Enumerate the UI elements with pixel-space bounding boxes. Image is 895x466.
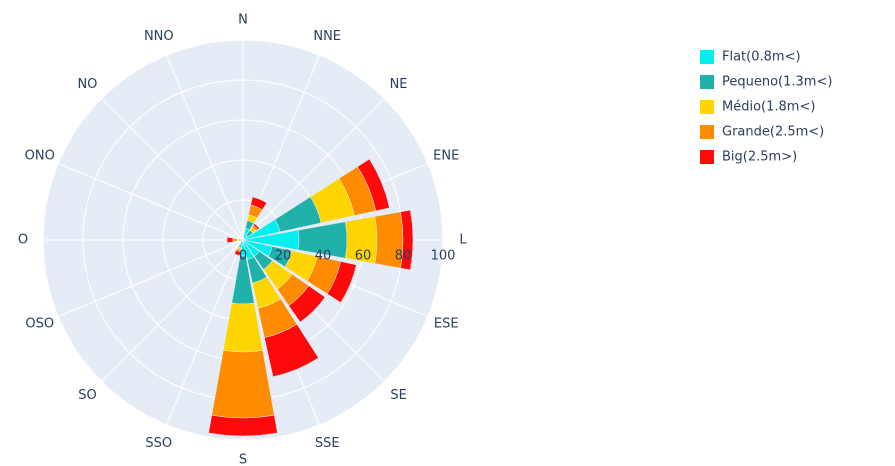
bar-segment <box>232 237 238 243</box>
legend-label[interactable]: Grande(2.5m<) <box>722 125 824 140</box>
angular-tick-label: NNE <box>313 29 341 44</box>
angular-tick-label: SO <box>78 388 96 403</box>
bar-segment <box>234 249 241 256</box>
angular-tick-label: ENE <box>433 148 459 163</box>
bar-segment <box>252 223 260 231</box>
bar-segment <box>240 239 244 241</box>
labels: N NNE NE ENE L ESE SE SSE S SSO SO OSO O ONO NO NNO 0 20 4… <box>18 13 467 466</box>
radial-tick-label: 60 <box>355 249 372 264</box>
radial-tick-label: 80 <box>395 249 412 264</box>
legend-swatch[interactable] <box>700 150 714 164</box>
radial-tick-label: 0 <box>239 249 247 264</box>
angular-grid-line <box>242 98 385 241</box>
angular-tick-label: NE <box>390 77 408 92</box>
angular-tick-label: ONO <box>25 148 55 163</box>
angular-tick-label: SSO <box>145 436 172 451</box>
angular-tick-label: S <box>239 453 247 466</box>
bars <box>208 158 414 437</box>
legend-swatch[interactable] <box>700 75 714 89</box>
legend-label[interactable]: Flat(0.8m<) <box>722 50 801 65</box>
bar-segment <box>400 209 414 271</box>
legend-label[interactable]: Médio(1.8m<) <box>722 100 815 115</box>
angular-tick-label: O <box>18 233 28 248</box>
angular-grid-line <box>58 163 244 241</box>
legend-label[interactable]: Big(2.5m>) <box>722 150 797 165</box>
bar-segment <box>357 158 390 212</box>
angular-tick-label: N <box>238 13 248 28</box>
radial-tick-label: 40 <box>315 249 332 264</box>
legend-label[interactable]: Pequeno(1.3m<) <box>722 75 832 90</box>
legend: Flat(0.8m<) Pequeno(1.3m<) Médio(1.8m<) Gra… <box>700 50 832 165</box>
angular-tick-label: SSE <box>315 436 340 451</box>
angular-tick-label: L <box>459 233 467 248</box>
legend-swatch[interactable] <box>700 100 714 114</box>
angular-grid-line <box>58 239 244 317</box>
bar-segment <box>226 236 234 244</box>
bar-segment <box>264 323 319 378</box>
radial-tick-label: 100 <box>431 249 456 264</box>
angular-tick-label: NNO <box>144 29 174 44</box>
angular-grid-line <box>166 239 244 425</box>
bar-segment <box>236 238 240 242</box>
angular-tick-label: NO <box>77 77 97 92</box>
angular-grid-line <box>166 55 244 241</box>
bar-segment <box>241 239 244 242</box>
bar-segment <box>238 239 242 241</box>
legend-swatch[interactable] <box>700 50 714 64</box>
radial-tick-label: 20 <box>275 249 292 264</box>
angular-tick-label: SE <box>390 388 406 403</box>
bar-segment <box>250 196 268 211</box>
angular-grid-line <box>101 98 244 241</box>
angular-tick-label: OSO <box>25 317 54 332</box>
bar-segment <box>208 414 278 437</box>
bar-segment <box>326 261 357 303</box>
angular-grid-line <box>101 239 244 382</box>
legend-swatch[interactable] <box>700 125 714 139</box>
angular-tick-label: ESE <box>434 317 459 332</box>
bar-segment <box>288 285 326 323</box>
